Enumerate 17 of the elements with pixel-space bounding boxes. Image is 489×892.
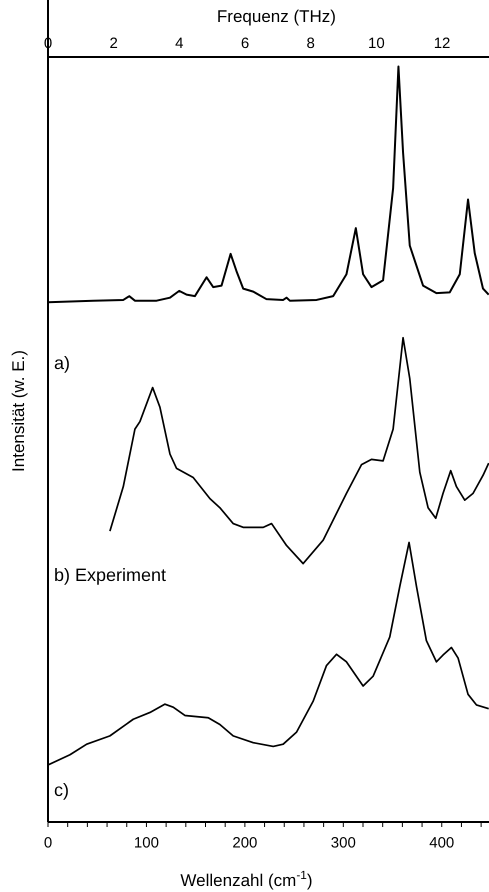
x2-tick-label: 12 [434, 35, 450, 52]
x-axis-title: Wellenzahl (cm$^{-1}$) [180, 868, 313, 890]
x2-tick-label: 10 [368, 35, 385, 52]
x-tick-label: 300 [330, 834, 356, 852]
x-tick-label: 100 [134, 834, 159, 852]
x2-tick-label: 8 [306, 35, 315, 52]
y-axis-title: Intensität (w. E.) [9, 350, 28, 472]
x2-tick-label: 2 [110, 35, 118, 52]
x2-tick-label: 6 [240, 35, 250, 52]
text: b) Experiment [54, 565, 166, 586]
x2-axis-title: Frequenz (THz) [216, 7, 336, 26]
x2-tick-label: 4 [175, 35, 184, 52]
x-tick-label: 400 [429, 834, 454, 852]
text: a) [54, 353, 70, 374]
x-tick-label: 0 [44, 834, 52, 852]
x-tick-label: 200 [232, 834, 258, 852]
series-label: c) [54, 780, 69, 802]
